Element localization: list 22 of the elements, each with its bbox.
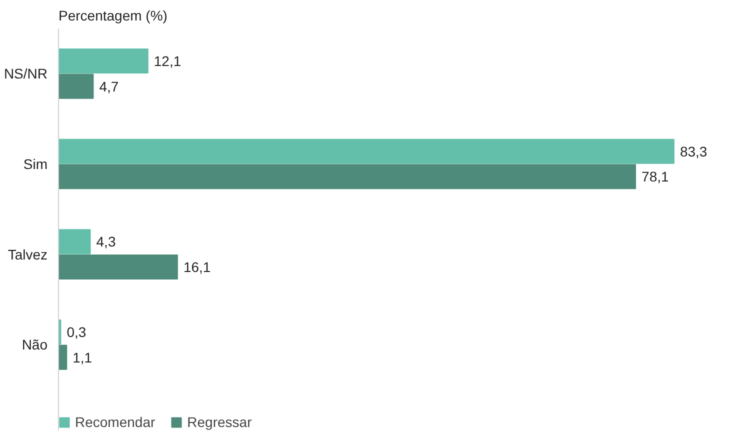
data-label: 12,1 — [154, 53, 182, 70]
data-label: 4,7 — [99, 78, 119, 94]
data-label: 83,3 — [680, 143, 708, 160]
bar — [58, 138, 674, 164]
y-tick-label: Sim — [23, 156, 48, 172]
data-label: 16,1 — [183, 258, 211, 275]
y-tick-label: Talvez — [8, 246, 48, 262]
bar — [58, 254, 178, 280]
bar — [58, 344, 68, 370]
y-tick-label: Não — [22, 336, 48, 353]
data-label: 1,1 — [72, 349, 92, 366]
data-label: 0,3 — [66, 324, 86, 340]
data-label: 78,1 — [642, 168, 669, 185]
chart-title: Percentagem (%) — [58, 8, 168, 24]
bar — [58, 164, 636, 190]
legend-label: Recomendar — [75, 414, 156, 430]
data-label: 4,3 — [96, 234, 116, 250]
bar — [58, 229, 91, 254]
legend-label: Regressar — [187, 414, 252, 430]
bar — [58, 48, 148, 74]
y-tick-label: NS/NR — [4, 66, 48, 82]
bar — [58, 74, 94, 99]
